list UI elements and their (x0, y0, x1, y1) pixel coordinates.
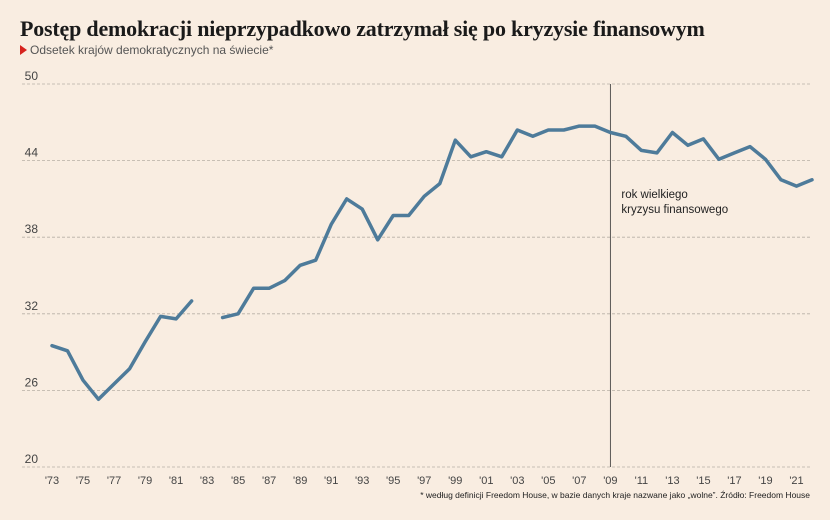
y-tick-label: 50 (25, 69, 39, 83)
x-tick-label: '09 (603, 475, 617, 487)
x-tick-label: '19 (758, 475, 772, 487)
y-tick-label: 44 (25, 146, 39, 160)
y-tick-label: 32 (25, 299, 39, 313)
x-tick-label: '93 (355, 475, 369, 487)
y-tick-label: 20 (25, 452, 39, 466)
x-tick-label: '13 (665, 475, 679, 487)
x-tick-label: '11 (635, 475, 649, 487)
chart-subtitle: Odsetek krajów demokratycznych na świeci… (20, 43, 273, 57)
x-tick-label: '87 (262, 475, 276, 487)
x-tick-label: '73 (45, 475, 59, 487)
series-line-segment-1 (50, 299, 194, 402)
red-triangle-marker-icon (20, 45, 27, 55)
crisis-annotation-text: rok wielkiego (621, 189, 687, 201)
x-tick-label: '91 (324, 475, 338, 487)
x-tick-label: '21 (789, 475, 803, 487)
x-tick-label: '95 (386, 475, 400, 487)
x-tick-label: '81 (169, 475, 183, 487)
grid-lines (22, 83, 812, 468)
x-tick-label: '07 (572, 475, 586, 487)
chart-subtitle-text: Odsetek krajów demokratycznych na świeci… (30, 43, 274, 57)
crisis-annotation: rok wielkiego kryzysu finansowego (609, 84, 728, 467)
x-tick-label: '03 (510, 475, 524, 487)
x-tick-label: '15 (696, 475, 710, 487)
source-footnote: * według definicji Freedom House, w bazi… (420, 490, 810, 500)
x-tick-label: '01 (479, 475, 493, 487)
x-tick-label: '77 (107, 475, 121, 487)
x-tick-label: '83 (200, 475, 214, 487)
x-tick-label: '97 (417, 475, 431, 487)
y-tick-label: 26 (25, 375, 39, 389)
series-line-segment-2 (220, 124, 814, 320)
x-tick-label: '85 (231, 475, 245, 487)
x-tick-label: '79 (138, 475, 152, 487)
x-tick-label: '99 (448, 475, 462, 487)
y-tick-label: 38 (25, 222, 39, 236)
x-tick-label: '89 (293, 475, 307, 487)
chart-title: Postęp demokracji nieprzypadkowo zatrzym… (20, 16, 705, 41)
crisis-annotation-text: kryzysu finansowego (621, 204, 728, 216)
x-tick-label: '17 (727, 475, 741, 487)
data-series (50, 124, 814, 402)
y-axis-labels: 20 26 32 38 44 50 (25, 69, 39, 466)
x-tick-label: '75 (76, 475, 90, 487)
x-tick-label: '05 (541, 475, 555, 487)
x-axis-labels: '73 '75 '77 '79 '81 '83 '85 '87 '89 '91 '93 '95 '97 '… (45, 475, 804, 487)
